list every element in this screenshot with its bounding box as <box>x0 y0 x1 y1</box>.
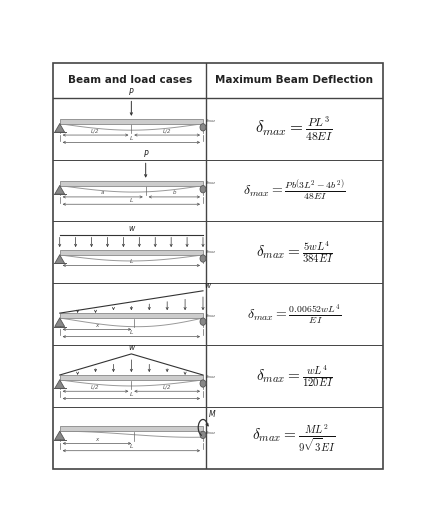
Text: L: L <box>130 444 133 449</box>
Text: L/2: L/2 <box>91 129 100 133</box>
Text: x: x <box>95 323 99 328</box>
Text: L/2: L/2 <box>163 129 171 133</box>
Text: $\delta_{max} = \frac{5wL^4}{384EI}$: $\delta_{max} = \frac{5wL^4}{384EI}$ <box>256 239 333 266</box>
Text: $\delta_{max}$: $\delta_{max}$ <box>205 118 216 125</box>
Bar <box>60 181 203 186</box>
Circle shape <box>200 186 206 193</box>
Text: L: L <box>130 259 133 264</box>
Polygon shape <box>55 255 65 264</box>
Text: L: L <box>130 198 133 202</box>
Polygon shape <box>55 431 65 440</box>
Text: L: L <box>130 392 133 397</box>
Polygon shape <box>55 318 65 327</box>
Bar <box>60 426 203 431</box>
Text: $\delta_{max} = \frac{ML^2}{9\sqrt{3}EI}$: $\delta_{max} = \frac{ML^2}{9\sqrt{3}EI}… <box>252 422 337 454</box>
Text: b: b <box>173 190 176 196</box>
Text: x: x <box>95 437 99 442</box>
Text: P: P <box>143 150 148 159</box>
Text: $\delta_{max}$: $\delta_{max}$ <box>205 311 216 319</box>
Polygon shape <box>55 124 65 132</box>
Polygon shape <box>55 380 65 388</box>
Text: L/2: L/2 <box>163 385 171 389</box>
Text: $\delta_{max} = \frac{Pb\left(3L^2 - 4b^2\right)}{48EI}$: $\delta_{max} = \frac{Pb\left(3L^2 - 4b^… <box>243 178 346 203</box>
Polygon shape <box>55 186 65 194</box>
Text: L: L <box>130 330 133 335</box>
Text: L/2: L/2 <box>91 385 100 389</box>
Text: a: a <box>101 190 105 196</box>
Circle shape <box>200 318 206 325</box>
Text: M: M <box>209 410 215 419</box>
Text: $\delta_{max} = \frac{wL^4}{120EI}$: $\delta_{max} = \frac{wL^4}{120EI}$ <box>256 363 333 389</box>
Circle shape <box>200 431 206 438</box>
Circle shape <box>200 380 206 387</box>
Text: $\delta_{max}$: $\delta_{max}$ <box>205 374 216 382</box>
Text: L: L <box>130 136 133 141</box>
Bar <box>60 313 203 318</box>
Text: Maximum Beam Deflection: Maximum Beam Deflection <box>215 75 374 85</box>
Text: $\delta_{max}$: $\delta_{max}$ <box>205 179 216 187</box>
Text: $\delta_{max}$: $\delta_{max}$ <box>205 430 216 437</box>
Text: w: w <box>204 280 210 290</box>
Text: $\delta_{max} = \frac{PL^3}{48EI}$: $\delta_{max} = \frac{PL^3}{48EI}$ <box>255 114 334 143</box>
Text: $\delta_{max}$: $\delta_{max}$ <box>205 249 216 257</box>
Circle shape <box>200 124 206 131</box>
Text: P: P <box>129 88 134 97</box>
Text: $\delta_{max} = \frac{0.00652wL^4}{EI}$: $\delta_{max} = \frac{0.00652wL^4}{EI}$ <box>247 302 342 326</box>
Circle shape <box>200 255 206 262</box>
Text: w: w <box>128 223 134 232</box>
Bar <box>60 375 203 380</box>
Bar <box>60 250 203 255</box>
Text: Beam and load cases: Beam and load cases <box>68 75 192 85</box>
Text: w: w <box>128 343 134 352</box>
Bar <box>60 119 203 124</box>
